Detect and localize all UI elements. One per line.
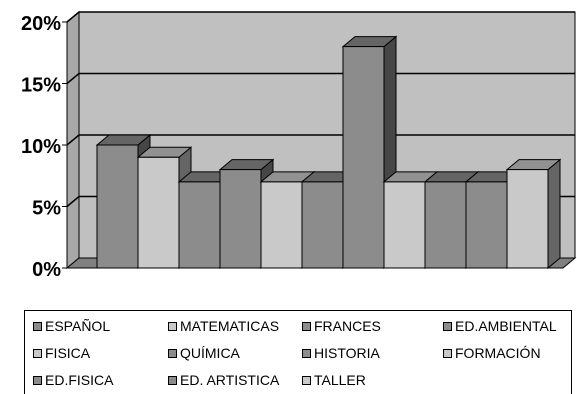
- gridline: [66, 72, 575, 85]
- legend-swatch: [33, 321, 42, 331]
- bar-front: [96, 144, 139, 269]
- legend-label: ESPAÑOL: [45, 318, 111, 334]
- bar-front: [383, 181, 426, 269]
- legend-item: FISICA: [33, 345, 90, 361]
- y-tick-label: 10%: [21, 136, 61, 158]
- legend-item: ED. ARTISTICA: [168, 372, 279, 388]
- bar-front: [137, 156, 180, 269]
- bar-front: [465, 181, 508, 269]
- legend-swatch: [168, 375, 177, 385]
- legend-label: FORMACIÓN: [455, 345, 541, 361]
- bar-front: [424, 181, 467, 269]
- bar-front: [219, 169, 262, 269]
- legend-label: ED. ARTISTICA: [180, 372, 280, 388]
- legend-item: TALLER: [302, 372, 366, 388]
- bar-side: [547, 158, 561, 270]
- legend-swatch: [302, 375, 311, 385]
- legend: ESPAÑOL MATEMATICAS FRANCES ED.AMBIENTAL FIS…: [24, 310, 572, 394]
- legend-swatch: [443, 321, 452, 331]
- legend-label: MATEMATICAS: [180, 318, 280, 334]
- legend-item: HISTORIA: [302, 345, 380, 361]
- legend-item: MATEMATICAS: [168, 318, 279, 334]
- gridline: [66, 11, 575, 23]
- y-tick-label: 5%: [32, 198, 61, 220]
- legend-item: FORMACIÓN: [443, 345, 541, 361]
- legend-swatch: [168, 321, 177, 331]
- y-tick-label: 0%: [32, 259, 61, 281]
- legend-label: FRANCES: [314, 318, 381, 334]
- bar-front: [506, 169, 549, 269]
- bar-front: [260, 181, 303, 269]
- legend-item: FRANCES: [302, 318, 381, 334]
- bar-front: [178, 181, 221, 269]
- bar-historia: [341, 35, 398, 270]
- legend-label: QUÍMICA: [180, 345, 240, 361]
- legend-label: ED.AMBIENTAL: [455, 318, 557, 334]
- bar-front: [342, 46, 385, 269]
- legend-swatch: [33, 348, 42, 358]
- y-tick-label: 20%: [21, 13, 61, 35]
- legend-label: TALLER: [314, 372, 366, 388]
- y-tick-label: 15%: [21, 75, 61, 97]
- legend-item: ESPAÑOL: [33, 318, 110, 334]
- legend-label: FISICA: [45, 345, 91, 361]
- gridline: [66, 134, 575, 146]
- legend-swatch: [168, 348, 177, 358]
- legend-swatch: [302, 321, 311, 331]
- legend-item: ED.FISICA: [33, 372, 113, 388]
- legend-label: ED.FISICA: [45, 372, 114, 388]
- bar-taller: [505, 158, 562, 270]
- legend-swatch: [302, 348, 311, 358]
- legend-item: QUÍMICA: [168, 345, 240, 361]
- legend-swatch: [443, 348, 452, 358]
- legend-swatch: [33, 375, 42, 385]
- legend-item: ED.AMBIENTAL: [443, 318, 557, 334]
- bar-front: [301, 181, 344, 269]
- bar-chart: 0% 5% 10% 15% 20%: [21, 10, 577, 281]
- legend-label: HISTORIA: [314, 345, 380, 361]
